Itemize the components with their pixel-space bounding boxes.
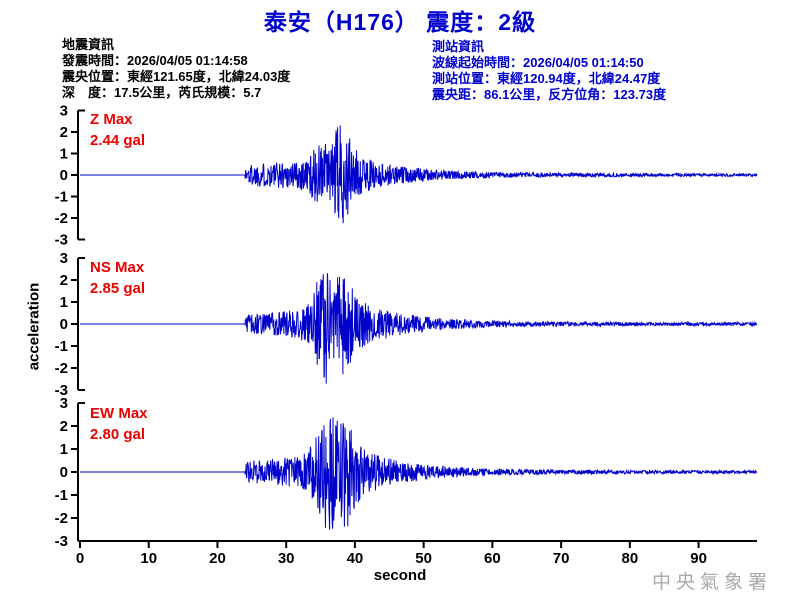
x-tick-label-10: 10	[140, 550, 157, 567]
epicenter-location-line: 震央位置：東經121.65度，北緯24.03度	[62, 69, 291, 84]
z-max-label: Z Max 2.44 gal	[90, 109, 145, 151]
z-max-name: Z Max	[90, 111, 133, 128]
y-tick-label-ew-1: 1	[60, 441, 68, 458]
ew-max-name: EW Max	[90, 405, 148, 422]
y-tick-label-ns--2: -2	[55, 360, 68, 377]
y-tick-label-z-1: 1	[60, 146, 68, 163]
waveform-ew	[80, 417, 758, 530]
x-axis-title: second	[373, 567, 427, 584]
ns-max-name: NS Max	[90, 259, 145, 276]
ns-max-value: 2.85 gal	[90, 280, 146, 297]
wave-start-time-line: 波線起始時間：2026/04/05 01:14:50	[432, 55, 644, 70]
waveform-ns	[80, 273, 758, 384]
y-tick-label-ns--1: -1	[55, 338, 68, 355]
y-tick-label-ns-2: 2	[60, 272, 68, 289]
ew-max-label: EW Max 2.80 gal	[90, 403, 148, 445]
y-tick-label-ew-0: 0	[60, 464, 68, 481]
waveform-z	[80, 125, 758, 224]
earthquake-info-block: 地震資訊 發震時間：2026/04/05 01:14:58 震央位置：東經121…	[62, 37, 290, 101]
station-location-line: 測站位置：東經120.94度，北緯24.47度	[432, 71, 661, 86]
x-tick-label-0: 0	[76, 550, 84, 567]
epicentral-distance-line: 震央距：86.1公里，反方位角：123.73度	[432, 87, 667, 102]
earthquake-info-heading: 地震資訊	[62, 37, 115, 52]
y-tick-label-ns-1: 1	[60, 294, 68, 311]
y-tick-label-z-3: 3	[60, 103, 68, 120]
y-tick-label-z--2: -2	[55, 210, 68, 227]
agency-watermark: 中央氣象署	[652, 572, 773, 593]
x-tick-label-60: 60	[484, 550, 501, 567]
x-tick-label-70: 70	[553, 550, 570, 567]
y-tick-label-z--3: -3	[55, 232, 68, 249]
y-tick-label-z-0: 0	[60, 167, 68, 184]
y-tick-label-ns--3: -3	[55, 382, 68, 399]
y-tick-label-ew--2: -2	[55, 510, 68, 527]
y-tick-label-z-2: 2	[60, 124, 68, 141]
y-axis-title: acceleration	[25, 282, 43, 371]
y-tick-label-ns-3: 3	[60, 250, 68, 267]
depth-magnitude-line: 深 度：17.5公里，芮氏規模：5.7	[62, 85, 262, 100]
x-tick-label-40: 40	[347, 550, 364, 567]
y-tick-label-ew-3: 3	[60, 395, 68, 412]
y-tick-label-ew--1: -1	[55, 487, 68, 504]
ew-max-value: 2.80 gal	[90, 426, 146, 443]
station-info-heading: 測站資訊	[432, 39, 485, 54]
x-tick-label-90: 90	[690, 550, 707, 567]
ns-max-label: NS Max 2.85 gal	[90, 257, 145, 299]
x-tick-label-50: 50	[415, 550, 432, 567]
y-tick-label-ns-0: 0	[60, 316, 68, 333]
x-tick-label-30: 30	[278, 550, 295, 567]
station-info-block: 測站資訊 波線起始時間：2026/04/05 01:14:50 測站位置：東經1…	[432, 39, 666, 103]
page-title: 泰安（H176） 震度：2級	[263, 9, 537, 35]
origin-time-line: 發震時間：2026/04/05 01:14:58	[62, 53, 248, 68]
y-tick-label-ew-2: 2	[60, 418, 68, 435]
y-tick-label-z--1: -1	[55, 189, 68, 206]
x-tick-label-20: 20	[209, 550, 226, 567]
y-tick-label-ew--3: -3	[55, 533, 68, 550]
x-tick-label-80: 80	[622, 550, 639, 567]
z-max-value: 2.44 gal	[90, 132, 146, 149]
